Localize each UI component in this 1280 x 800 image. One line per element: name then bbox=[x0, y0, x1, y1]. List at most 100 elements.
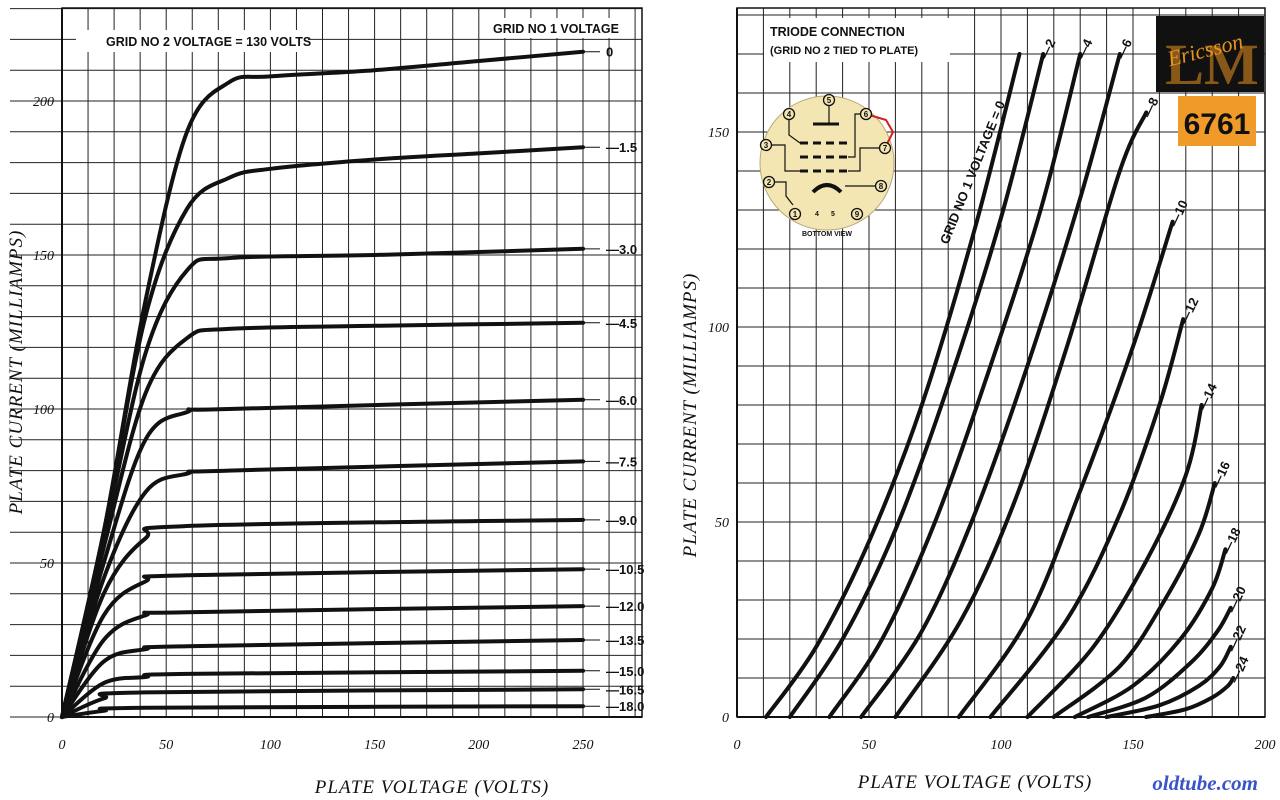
curve-label--18.0: —18.0 bbox=[606, 699, 644, 714]
x-tick-label: 150 bbox=[1123, 738, 1144, 753]
tube-type-badge bbox=[1178, 96, 1256, 146]
curve-series--18 bbox=[1072, 547, 1228, 719]
left-y-axis-title: PLATE CURRENT (MILLIAMPS) bbox=[6, 230, 27, 516]
curve-series--12.0 bbox=[60, 604, 585, 719]
right-annotation-backdrop bbox=[764, 18, 950, 62]
curve-series--22 bbox=[1104, 644, 1233, 719]
inner-label-5: 5 bbox=[831, 211, 835, 218]
curve-series--10 bbox=[956, 219, 1175, 719]
curve-label--24: —24 bbox=[1226, 653, 1252, 685]
x-tick-label: 200 bbox=[468, 738, 489, 753]
curve-label--7.5: —7.5 bbox=[606, 454, 637, 469]
pin-5 bbox=[822, 93, 836, 107]
pin-5-label: 5 bbox=[827, 96, 832, 105]
left-legend-title-backdrop bbox=[486, 18, 632, 38]
curve-label--18: —18 bbox=[1219, 525, 1244, 556]
curve-label--10: —10 bbox=[1166, 198, 1191, 229]
y-tick-label: 50 bbox=[40, 557, 54, 572]
curve-label--12: —12 bbox=[1176, 295, 1201, 326]
curve-series--13.5 bbox=[60, 638, 585, 719]
x-tick-label: 100 bbox=[991, 738, 1012, 753]
curve-series--4 bbox=[827, 52, 1083, 719]
curve-label--14: —14 bbox=[1195, 380, 1221, 412]
right-chart-ticks: 0 50 100 150 200 0 50 100 150 bbox=[708, 126, 1276, 753]
curve-label--1.5: —1.5 bbox=[606, 140, 637, 155]
curve-series--18.0 bbox=[60, 704, 585, 719]
left-chart-grid bbox=[10, 7, 643, 718]
right-annotation-triode: TRIODE CONNECTION bbox=[770, 25, 905, 39]
left-chart-curve-labels: 0 —1.5 —3.0 —4.5 —6.0 —7.5 —9.0 —10.5 —12.0 —13.5… bbox=[583, 45, 644, 714]
y-tick-label: 150 bbox=[708, 126, 729, 141]
left-annotation-backdrop bbox=[76, 30, 308, 52]
pin-9-label: 9 bbox=[855, 210, 860, 219]
curve-series--3.0 bbox=[60, 246, 585, 719]
curve-series--16 bbox=[1051, 481, 1217, 719]
pin-2 bbox=[762, 175, 776, 189]
y-tick-label: 200 bbox=[33, 95, 54, 110]
curve-series-0 bbox=[764, 52, 1022, 719]
curve-series--12 bbox=[988, 317, 1186, 719]
logo-badge bbox=[1156, 16, 1264, 92]
curve-label--6.0: —6.0 bbox=[606, 393, 637, 408]
curve-label--3.0: —3.0 bbox=[606, 242, 637, 257]
curve-series--14 bbox=[1025, 403, 1204, 719]
pin-7-label: 7 bbox=[883, 144, 888, 153]
curve-series--4.5 bbox=[60, 320, 585, 719]
curve-series--6.0 bbox=[60, 397, 585, 719]
curve-series--16.5 bbox=[60, 687, 585, 719]
left-annotation-screen-voltage: GRID NO 2 VOLTAGE = 130 VOLTS bbox=[106, 35, 311, 49]
y-tick-label: 50 bbox=[715, 516, 729, 531]
pin-6-label: 6 bbox=[864, 110, 869, 119]
tube-pins: 1 2 3 4 5 6 7 8 9 bbox=[759, 93, 892, 221]
curve-series--8 bbox=[893, 110, 1149, 719]
right-chart-curves bbox=[764, 52, 1236, 719]
tube-type-label: 6761 bbox=[1184, 108, 1251, 141]
pin-3 bbox=[759, 138, 773, 152]
pin-1 bbox=[788, 207, 802, 221]
left-legend-title: GRID NO 1 VOLTAGE bbox=[493, 22, 619, 36]
right-y-axis-title: PLATE CURRENT (MILLIAMPS) bbox=[680, 273, 701, 559]
curve-label--2: —2 bbox=[1036, 37, 1058, 62]
pin-9 bbox=[850, 207, 864, 221]
curve-series--7.5 bbox=[60, 459, 585, 719]
curve-label--15.0: —15.0 bbox=[606, 664, 644, 679]
x-tick-label: 150 bbox=[364, 738, 385, 753]
pin-2-label: 2 bbox=[767, 178, 772, 187]
curve-label--13.5: —13.5 bbox=[606, 633, 644, 648]
curve-series--9.0 bbox=[60, 517, 585, 719]
logo-mark: LM bbox=[1165, 32, 1258, 97]
jumper-wire bbox=[865, 113, 895, 149]
x-tick-label: 50 bbox=[862, 738, 876, 753]
tube-base-diagram: 1 2 3 4 5 6 7 8 9 4 5 BOTTOM VIEW bbox=[759, 93, 895, 238]
right-annotation-tied: (GRID NO 2 TIED TO PLATE) bbox=[770, 45, 918, 57]
curve-label--4: —4 bbox=[1073, 36, 1095, 61]
curve-series--6 bbox=[859, 52, 1122, 719]
x-tick-label: 250 bbox=[573, 738, 594, 753]
pin-4-label: 4 bbox=[787, 110, 792, 119]
pin-6 bbox=[859, 107, 873, 121]
curve-label--10.5: —10.5 bbox=[606, 562, 644, 577]
y-tick-label: 0 bbox=[47, 711, 54, 726]
y-tick-label: 100 bbox=[33, 403, 54, 418]
left-x-axis-title: PLATE VOLTAGE (VOLTS) bbox=[314, 777, 549, 798]
inner-label-4: 4 bbox=[815, 211, 819, 218]
base-diagram-caption: BOTTOM VIEW bbox=[802, 231, 852, 238]
x-tick-label: 100 bbox=[260, 738, 281, 753]
x-tick-label: 0 bbox=[734, 738, 741, 753]
curve-series--2 bbox=[787, 52, 1046, 719]
curve-series--10.5 bbox=[60, 567, 585, 719]
curve-series--24 bbox=[1144, 676, 1236, 719]
watermark: oldtube.com bbox=[1152, 771, 1258, 795]
x-tick-label: 200 bbox=[1255, 738, 1276, 753]
pin-4 bbox=[782, 107, 796, 121]
curve-label--6: —6 bbox=[1113, 37, 1135, 62]
curve-label--20: —20 bbox=[1224, 584, 1249, 615]
y-tick-label: 100 bbox=[708, 321, 729, 336]
curve-series--15.0 bbox=[60, 668, 585, 719]
right-x-axis-title: PLATE VOLTAGE (VOLTS) bbox=[857, 772, 1092, 793]
triode-characteristics-chart: —2 —4 —6—8—10—12—14—16—18—20—22—24 0 50 100 1… bbox=[680, 7, 1276, 793]
left-chart-curves bbox=[60, 49, 585, 719]
x-tick-label: 0 bbox=[59, 738, 66, 753]
pin-8-label: 8 bbox=[879, 182, 884, 191]
curve-label--4.5: —4.5 bbox=[606, 316, 637, 331]
